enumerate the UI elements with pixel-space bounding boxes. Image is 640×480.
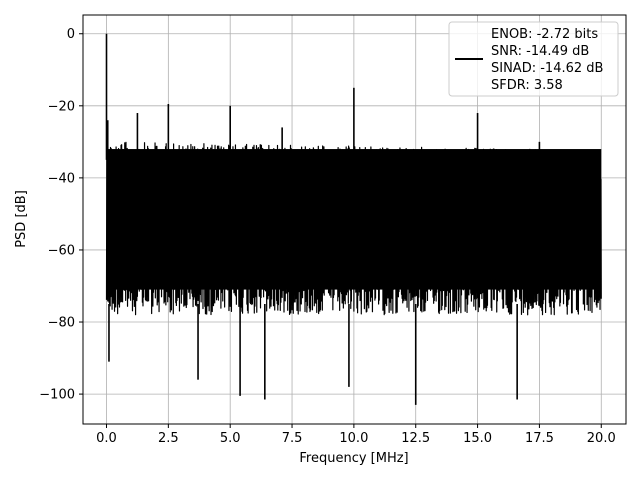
y-tick-label: 0: [67, 27, 75, 42]
psd-noise-core: [106, 149, 602, 290]
y-tick-label: −40: [48, 171, 75, 186]
x-tick-label: 7.5: [282, 431, 303, 446]
legend-line-snr: SNR: -14.49 dB: [491, 44, 589, 59]
legend: ENOB: -2.72 bits SNR: -14.49 dB SINAD: -…: [448, 21, 619, 97]
x-tick-label: 15.0: [463, 431, 492, 446]
x-axis: 0.0 2.5 5.0 7.5 10.0 12.5 15.0 17.5 20.0: [96, 424, 616, 446]
x-tick-label: 0.0: [96, 431, 117, 446]
y-tick-label: −20: [48, 99, 75, 114]
x-tick-label: 17.5: [525, 431, 554, 446]
y-tick-label: −80: [48, 316, 75, 331]
legend-line-sinad: SINAD: -14.62 dB: [491, 61, 603, 76]
x-tick-label: 10.0: [339, 431, 368, 446]
legend-line-enob: ENOB: -2.72 bits: [491, 27, 598, 42]
x-tick-label: 12.5: [401, 431, 430, 446]
x-tick-label: 5.0: [220, 431, 241, 446]
legend-box: [448, 21, 619, 97]
y-tick-label: −60: [48, 243, 75, 258]
y-axis: 0 −20 −40 −60 −80 −100: [39, 27, 83, 403]
x-tick-label: 2.5: [158, 431, 179, 446]
y-axis-label: PSD [dB]: [14, 190, 29, 248]
x-axis-label: Frequency [MHz]: [299, 451, 408, 466]
series-layer: [105, 33, 602, 405]
legend-line-sfdr: SFDR: 3.58: [491, 78, 563, 93]
y-tick-label: −100: [39, 388, 75, 403]
x-tick-label: 20.0: [587, 431, 616, 446]
plot-frame: [82, 14, 627, 425]
